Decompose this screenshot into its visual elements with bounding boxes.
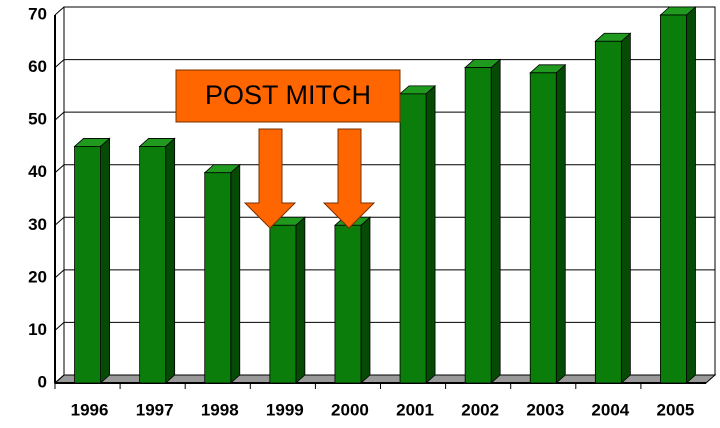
bar bbox=[464, 58, 502, 384]
y-tick-label: 70 bbox=[28, 4, 47, 23]
y-tick-label: 30 bbox=[28, 215, 47, 234]
annotation-text: POST MITCH bbox=[205, 80, 371, 110]
x-tick-label: 2000 bbox=[331, 400, 369, 419]
bar-front bbox=[74, 146, 101, 384]
bar-side bbox=[100, 137, 110, 384]
bar-side bbox=[425, 84, 436, 384]
bar-side bbox=[230, 163, 241, 384]
x-tick-label: 2004 bbox=[591, 400, 629, 419]
bar-front bbox=[139, 146, 167, 384]
bar-front bbox=[204, 172, 232, 384]
x-tick-label: 1996 bbox=[71, 400, 109, 419]
plot-area: 0 10 20 30 40 50 60 70 1996 1997 1998 1999 2000 2001 2… bbox=[28, 4, 717, 419]
y-tick-label: 20 bbox=[28, 267, 47, 286]
x-tick-label: 2002 bbox=[461, 400, 499, 419]
bar bbox=[333, 216, 372, 384]
arrow bbox=[243, 128, 297, 229]
bar bbox=[268, 216, 306, 384]
bar-front bbox=[594, 40, 622, 384]
x-tick-label: 2005 bbox=[657, 400, 695, 419]
bar-front bbox=[529, 72, 557, 384]
bar bbox=[398, 84, 437, 384]
bar-front bbox=[269, 224, 297, 384]
bar-side bbox=[686, 6, 696, 384]
x-tick-label: 1997 bbox=[136, 400, 174, 419]
bar-side bbox=[165, 137, 176, 384]
bar-front bbox=[660, 14, 687, 384]
bar-side bbox=[490, 58, 501, 384]
y-tick-label: 0 bbox=[38, 372, 47, 391]
arrow bbox=[322, 128, 376, 229]
bar-side bbox=[360, 216, 371, 384]
y-tick-label: 10 bbox=[28, 320, 47, 339]
bar-front bbox=[399, 93, 427, 384]
bar bbox=[138, 137, 176, 384]
bar-front bbox=[334, 224, 362, 384]
bar-front bbox=[464, 67, 492, 384]
bar bbox=[659, 6, 697, 384]
x-tick-label: 1998 bbox=[201, 400, 239, 419]
grid-line bbox=[54, 6, 715, 16]
bar bbox=[529, 63, 567, 384]
x-tick-label: 1999 bbox=[266, 400, 304, 419]
bar-side bbox=[295, 216, 306, 384]
bar bbox=[594, 32, 632, 384]
bar-side bbox=[620, 32, 631, 384]
y-tick-label: 60 bbox=[28, 57, 47, 76]
bar-side bbox=[555, 63, 566, 384]
x-tick-label: 2001 bbox=[396, 400, 434, 419]
bar bbox=[203, 163, 241, 384]
annotation-group: POST MITCH bbox=[175, 69, 401, 229]
bar bbox=[73, 137, 111, 384]
y-tick-label: 40 bbox=[28, 162, 47, 181]
x-tick-label: 2003 bbox=[526, 400, 564, 419]
annotation-box bbox=[175, 69, 401, 123]
y-tick-label: 50 bbox=[28, 110, 47, 129]
